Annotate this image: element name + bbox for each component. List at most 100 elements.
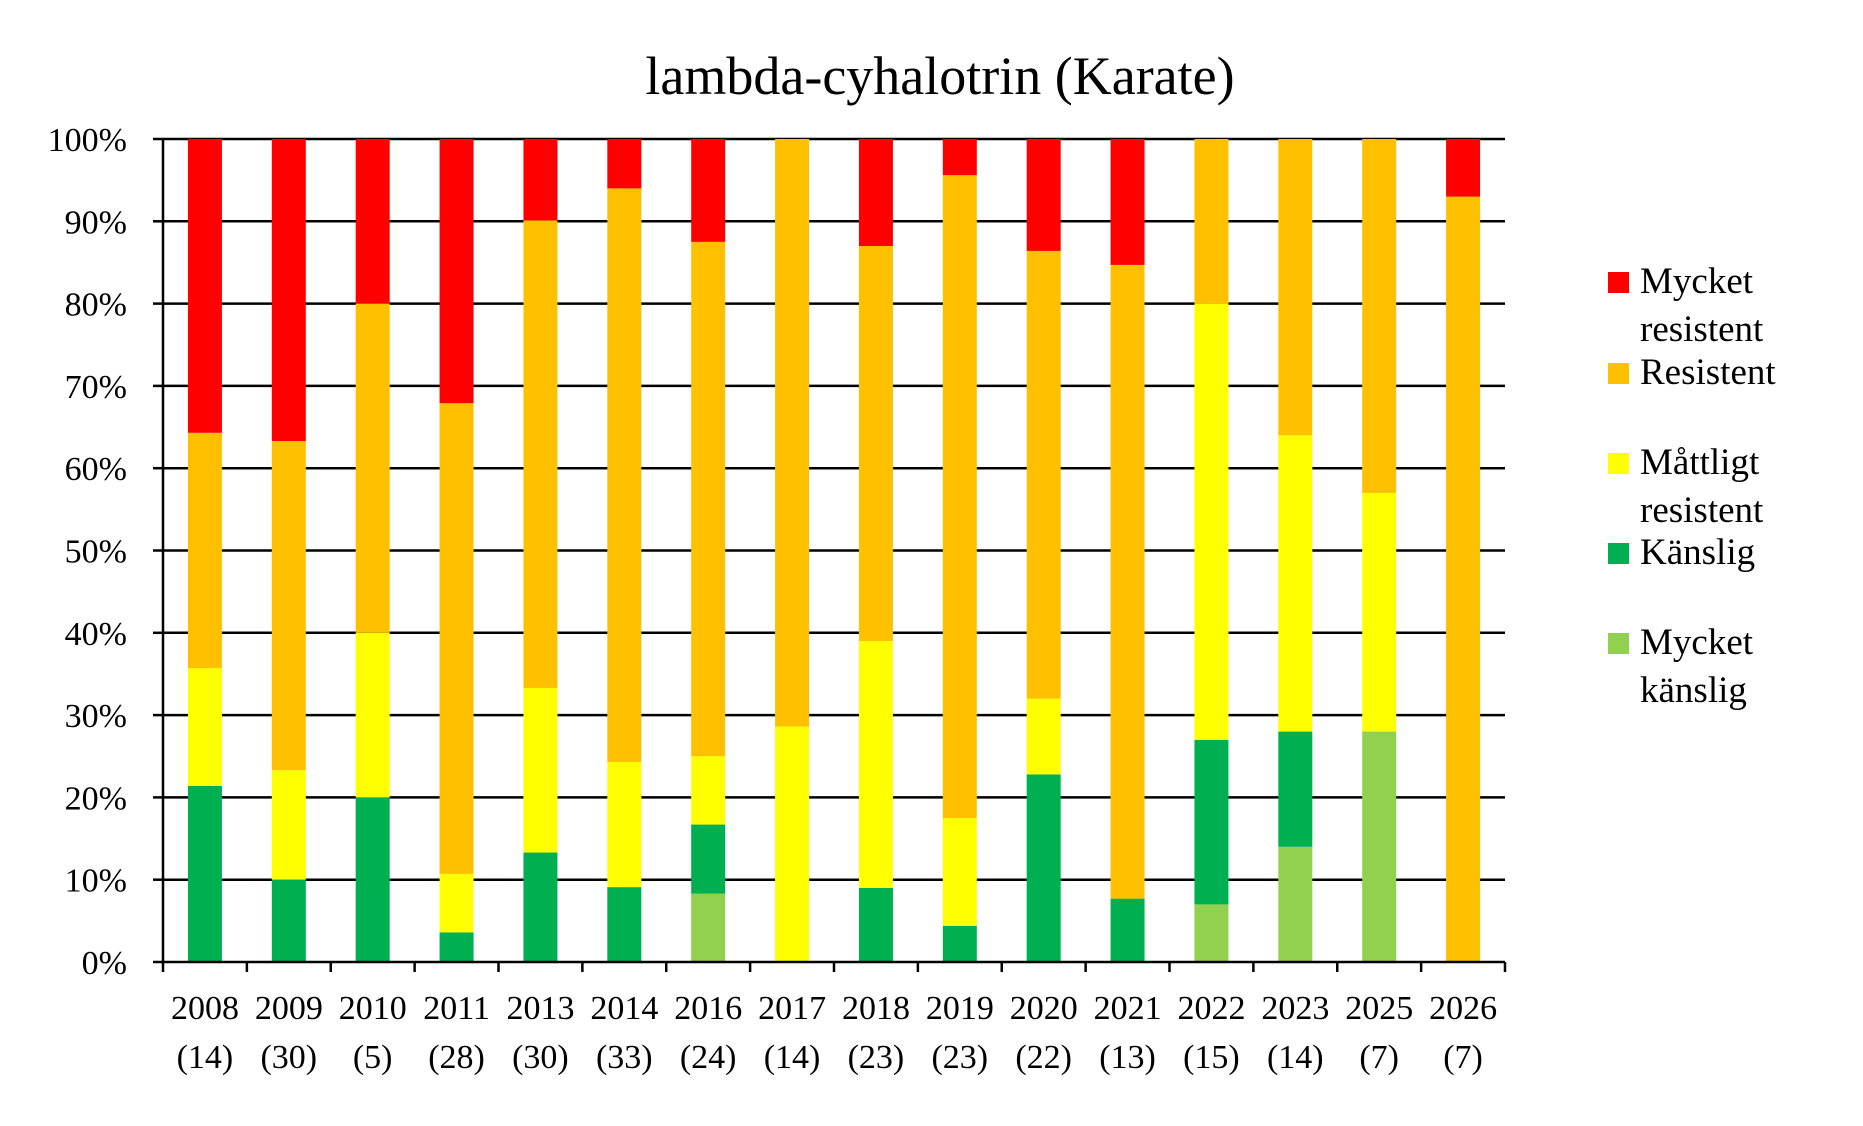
bar-segment [523, 687, 558, 853]
bar-segment [691, 824, 726, 894]
legend-label: Resistent [1640, 352, 1776, 393]
x-tick-label: 2013 [506, 990, 574, 1027]
bar-segment [355, 797, 390, 962]
x-tick-label: 2023 [1261, 990, 1329, 1027]
x-tick-sample-size: (14) [177, 1039, 234, 1076]
bars [187, 139, 1481, 963]
bar-segment [691, 139, 726, 242]
x-tick-sample-size: (23) [848, 1039, 905, 1076]
axes: 0% 10% 20% 30% 40% 50% 60% 70% 80% 90% 100% 2008 (14… [48, 122, 1507, 1076]
y-tick-label: 90% [65, 204, 127, 241]
bar-segment [942, 175, 977, 818]
x-tick-label: 2009 [255, 990, 323, 1027]
bar-segment [355, 139, 390, 304]
bar-segment [607, 188, 642, 763]
x-tick-label: 2008 [171, 990, 239, 1027]
bar-segment [607, 762, 642, 888]
y-tick-label: 40% [65, 616, 127, 653]
bar-segment [942, 817, 977, 926]
bar-segment [1194, 904, 1229, 962]
x-tick-label: 2019 [926, 990, 994, 1027]
bar-segment [355, 303, 390, 633]
legend-label: Måttligt [1640, 442, 1760, 483]
bar-segment [858, 887, 893, 962]
x-tick-sample-size: (14) [1267, 1039, 1324, 1076]
legend-swatch [1608, 453, 1629, 474]
bar-segment [858, 245, 893, 642]
bar-segment [1362, 731, 1397, 962]
bar-segment [1362, 139, 1397, 493]
x-tick-sample-size: (15) [1183, 1039, 1240, 1076]
x-tick-label: 2010 [339, 990, 407, 1027]
bar-segment [1278, 731, 1313, 847]
legend-label: resistent [1640, 490, 1764, 531]
x-tick-sample-size: (24) [680, 1039, 737, 1076]
bar-segment [1110, 264, 1145, 899]
bar-segment [775, 139, 810, 727]
bar-segment [691, 893, 726, 962]
x-tick-label: 2018 [842, 990, 910, 1027]
bar-segment [1278, 139, 1313, 436]
bar-segment [271, 441, 306, 771]
bar-segment [523, 139, 558, 221]
bar-segment [187, 139, 222, 433]
bar-segment [942, 139, 977, 176]
y-tick-label: 70% [65, 369, 127, 406]
x-tick-sample-size: (28) [428, 1039, 485, 1076]
x-tick-label: 2011 [423, 990, 490, 1027]
legend-swatch [1608, 633, 1629, 654]
y-tick-label: 20% [65, 780, 127, 817]
bar-segment [1446, 196, 1481, 963]
legend-label: Mycket [1640, 261, 1754, 302]
bar-segment [1026, 698, 1061, 775]
bar-segment [187, 668, 222, 786]
bar-segment [607, 887, 642, 962]
x-tick-label: 2025 [1345, 990, 1413, 1027]
legend-label: Känslig [1640, 532, 1755, 573]
legend-label: resistent [1640, 309, 1764, 350]
y-tick-label: 80% [65, 287, 127, 324]
legend-label: känslig [1640, 670, 1747, 711]
bar-segment [187, 785, 222, 962]
bar-segment [271, 770, 306, 880]
x-tick-sample-size: (23) [931, 1039, 988, 1076]
x-tick-sample-size: (14) [764, 1039, 821, 1076]
bar-segment [1446, 139, 1481, 197]
x-tick-sample-size: (22) [1015, 1039, 1072, 1076]
bar-segment [1110, 898, 1145, 962]
bar-segment [439, 139, 474, 404]
bar-segment [1110, 139, 1145, 265]
legend: MycketresistentResistentMåttligtresisten… [1608, 261, 1776, 711]
bar-segment [1362, 492, 1397, 732]
bar-segment [1194, 303, 1229, 740]
y-tick-label: 10% [65, 863, 127, 900]
x-tick-label: 2026 [1429, 990, 1497, 1027]
legend-swatch [1608, 272, 1629, 293]
chart-title: lambda-cyhalotrin (Karate) [645, 46, 1234, 106]
legend-swatch [1608, 363, 1629, 384]
bar-segment [607, 139, 642, 189]
bar-segment [691, 756, 726, 825]
bar-segment [858, 641, 893, 888]
bar-segment [1026, 774, 1061, 962]
x-tick-sample-size: (13) [1099, 1039, 1156, 1076]
y-tick-label: 100% [48, 122, 127, 159]
bar-segment [1026, 139, 1061, 251]
bar-segment [691, 241, 726, 757]
bar-segment [187, 432, 222, 669]
x-tick-label: 2014 [590, 990, 658, 1027]
bar-segment [1194, 739, 1229, 905]
x-tick-sample-size: (30) [512, 1039, 569, 1076]
y-tick-label: 60% [65, 451, 127, 488]
bar-segment [523, 220, 558, 688]
bar-segment [439, 403, 474, 874]
y-tick-label: 0% [82, 945, 127, 982]
x-tick-sample-size: (7) [1359, 1039, 1399, 1076]
bar-segment [355, 632, 390, 798]
x-tick-label: 2016 [674, 990, 742, 1027]
bar-segment [1278, 846, 1313, 962]
bar-segment [439, 932, 474, 962]
x-tick-sample-size: (7) [1443, 1039, 1483, 1076]
